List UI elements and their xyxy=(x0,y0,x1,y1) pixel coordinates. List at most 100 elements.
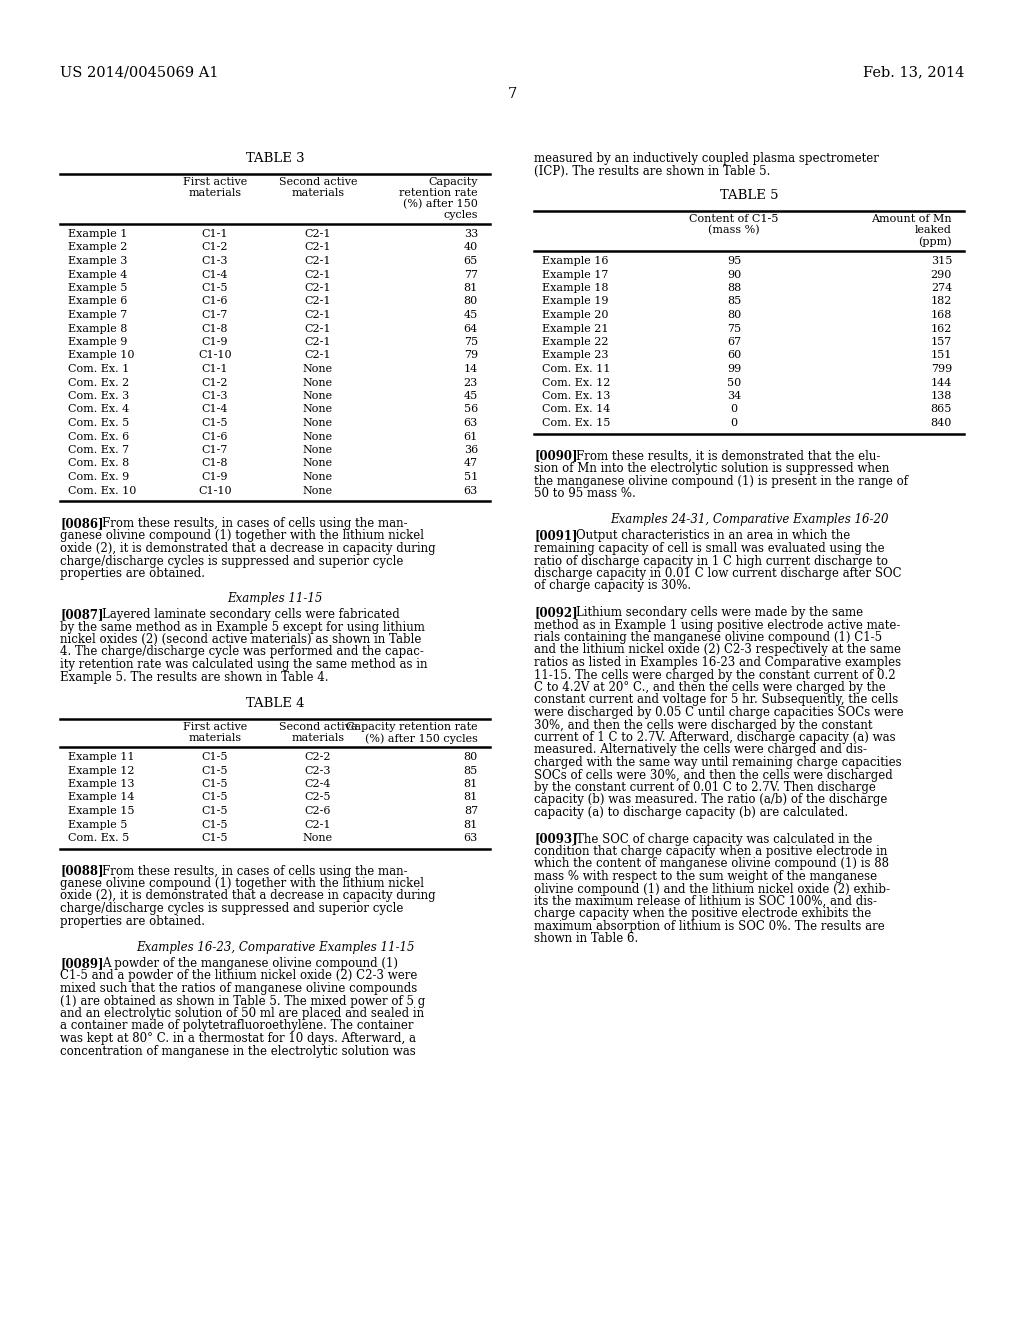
Text: 87: 87 xyxy=(464,807,478,816)
Text: C1-8: C1-8 xyxy=(202,458,228,469)
Text: Examples 11-15: Examples 11-15 xyxy=(227,591,323,605)
Text: [0086]: [0086] xyxy=(60,517,103,531)
Text: 63: 63 xyxy=(464,833,478,843)
Text: None: None xyxy=(303,364,333,374)
Text: C1-5: C1-5 xyxy=(202,792,228,803)
Text: C2-6: C2-6 xyxy=(305,807,331,816)
Text: C2-1: C2-1 xyxy=(305,228,331,239)
Text: First active: First active xyxy=(183,177,247,187)
Text: condition that charge capacity when a positive electrode in: condition that charge capacity when a po… xyxy=(534,845,888,858)
Text: C1-4: C1-4 xyxy=(202,404,228,414)
Text: [0092]: [0092] xyxy=(534,606,578,619)
Text: 95: 95 xyxy=(727,256,741,267)
Text: 182: 182 xyxy=(931,297,952,306)
Text: C2-4: C2-4 xyxy=(305,779,331,789)
Text: Com. Ex. 5: Com. Ex. 5 xyxy=(68,418,129,428)
Text: 11-15. The cells were charged by the constant current of 0.2: 11-15. The cells were charged by the con… xyxy=(534,668,896,681)
Text: Example 15: Example 15 xyxy=(68,807,134,816)
Text: C1-5: C1-5 xyxy=(202,779,228,789)
Text: charged with the same way until remaining charge capacities: charged with the same way until remainin… xyxy=(534,756,901,770)
Text: the manganese olivine compound (1) is present in the range of: the manganese olivine compound (1) is pr… xyxy=(534,474,908,487)
Text: 4. The charge/discharge cycle was performed and the capac-: 4. The charge/discharge cycle was perfor… xyxy=(60,645,424,659)
Text: 30%, and then the cells were discharged by the constant: 30%, and then the cells were discharged … xyxy=(534,718,872,731)
Text: C2-1: C2-1 xyxy=(305,297,331,306)
Text: 65: 65 xyxy=(464,256,478,267)
Text: Layered laminate secondary cells were fabricated: Layered laminate secondary cells were fa… xyxy=(102,609,399,620)
Text: C2-1: C2-1 xyxy=(305,256,331,267)
Text: (1) are obtained as shown in Table 5. The mixed power of 5 g: (1) are obtained as shown in Table 5. Th… xyxy=(60,994,425,1007)
Text: Example 2: Example 2 xyxy=(68,243,127,252)
Text: C1-10: C1-10 xyxy=(199,351,231,360)
Text: 85: 85 xyxy=(464,766,478,776)
Text: Example 5: Example 5 xyxy=(68,820,127,829)
Text: Example 18: Example 18 xyxy=(542,282,608,293)
Text: ity retention rate was calculated using the same method as in: ity retention rate was calculated using … xyxy=(60,657,427,671)
Text: [0089]: [0089] xyxy=(60,957,103,970)
Text: materials: materials xyxy=(292,187,344,198)
Text: C to 4.2V at 20° C., and then the cells were charged by the: C to 4.2V at 20° C., and then the cells … xyxy=(534,681,886,694)
Text: charge capacity when the positive electrode exhibits the: charge capacity when the positive electr… xyxy=(534,908,871,920)
Text: None: None xyxy=(303,445,333,455)
Text: C1-8: C1-8 xyxy=(202,323,228,334)
Text: 144: 144 xyxy=(931,378,952,388)
Text: 865: 865 xyxy=(931,404,952,414)
Text: C2-3: C2-3 xyxy=(305,766,331,776)
Text: properties are obtained.: properties are obtained. xyxy=(60,915,205,928)
Text: method as in Example 1 using positive electrode active mate-: method as in Example 1 using positive el… xyxy=(534,619,900,631)
Text: 0: 0 xyxy=(730,404,737,414)
Text: 90: 90 xyxy=(727,269,741,280)
Text: C1-1: C1-1 xyxy=(202,228,228,239)
Text: was kept at 80° C. in a thermostat for 10 days. Afterward, a: was kept at 80° C. in a thermostat for 1… xyxy=(60,1032,416,1045)
Text: mass % with respect to the sum weight of the manganese: mass % with respect to the sum weight of… xyxy=(534,870,878,883)
Text: Capacity retention rate: Capacity retention rate xyxy=(346,722,478,733)
Text: Amount of Mn: Amount of Mn xyxy=(871,214,952,224)
Text: and the lithium nickel oxide (2) C2-3 respectively at the same: and the lithium nickel oxide (2) C2-3 re… xyxy=(534,644,901,656)
Text: 99: 99 xyxy=(727,364,741,374)
Text: Com. Ex. 5: Com. Ex. 5 xyxy=(68,833,129,843)
Text: 80: 80 xyxy=(464,752,478,762)
Text: C1-9: C1-9 xyxy=(202,473,228,482)
Text: Examples 24-31, Comparative Examples 16-20: Examples 24-31, Comparative Examples 16-… xyxy=(609,513,888,527)
Text: 799: 799 xyxy=(931,364,952,374)
Text: olivine compound (1) and the lithium nickel oxide (2) exhib-: olivine compound (1) and the lithium nic… xyxy=(534,883,890,895)
Text: 81: 81 xyxy=(464,820,478,829)
Text: C1-5: C1-5 xyxy=(202,820,228,829)
Text: measured. Alternatively the cells were charged and dis-: measured. Alternatively the cells were c… xyxy=(534,743,867,756)
Text: 23: 23 xyxy=(464,378,478,388)
Text: Com. Ex. 14: Com. Ex. 14 xyxy=(542,404,610,414)
Text: [0087]: [0087] xyxy=(60,609,103,620)
Text: 45: 45 xyxy=(464,391,478,401)
Text: 75: 75 xyxy=(464,337,478,347)
Text: mixed such that the ratios of manganese olivine compounds: mixed such that the ratios of manganese … xyxy=(60,982,417,995)
Text: [0088]: [0088] xyxy=(60,865,103,878)
Text: None: None xyxy=(303,432,333,441)
Text: 51: 51 xyxy=(464,473,478,482)
Text: materials: materials xyxy=(188,733,242,743)
Text: Lithium secondary cells were made by the same: Lithium secondary cells were made by the… xyxy=(575,606,863,619)
Text: 47: 47 xyxy=(464,458,478,469)
Text: Example 19: Example 19 xyxy=(542,297,608,306)
Text: retention rate: retention rate xyxy=(399,187,478,198)
Text: rials containing the manganese olivine compound (1) C1-5: rials containing the manganese olivine c… xyxy=(534,631,882,644)
Text: C1-6: C1-6 xyxy=(202,297,228,306)
Text: maximum absorption of lithium is SOC 0%. The results are: maximum absorption of lithium is SOC 0%.… xyxy=(534,920,885,933)
Text: Com. Ex. 10: Com. Ex. 10 xyxy=(68,486,136,495)
Text: 81: 81 xyxy=(464,792,478,803)
Text: leaked: leaked xyxy=(915,224,952,235)
Text: Com. Ex. 2: Com. Ex. 2 xyxy=(68,378,129,388)
Text: Example 14: Example 14 xyxy=(68,792,134,803)
Text: 64: 64 xyxy=(464,323,478,334)
Text: by the constant current of 0.01 C to 2.7V. Then discharge: by the constant current of 0.01 C to 2.7… xyxy=(534,781,876,795)
Text: 50 to 95 mass %.: 50 to 95 mass %. xyxy=(534,487,636,500)
Text: capacity (a) to discharge capacity (b) are calculated.: capacity (a) to discharge capacity (b) a… xyxy=(534,807,848,818)
Text: Com. Ex. 11: Com. Ex. 11 xyxy=(542,364,610,374)
Text: Example 11: Example 11 xyxy=(68,752,134,762)
Text: Com. Ex. 9: Com. Ex. 9 xyxy=(68,473,129,482)
Text: A powder of the manganese olivine compound (1): A powder of the manganese olivine compou… xyxy=(102,957,398,970)
Text: C1-7: C1-7 xyxy=(202,445,228,455)
Text: which the content of manganese olivine compound (1) is 88: which the content of manganese olivine c… xyxy=(534,858,889,870)
Text: 7: 7 xyxy=(507,87,517,102)
Text: Com. Ex. 12: Com. Ex. 12 xyxy=(542,378,610,388)
Text: a container made of polytetrafluoroethylene. The container: a container made of polytetrafluoroethyl… xyxy=(60,1019,414,1032)
Text: measured by an inductively coupled plasma spectrometer: measured by an inductively coupled plasm… xyxy=(534,152,879,165)
